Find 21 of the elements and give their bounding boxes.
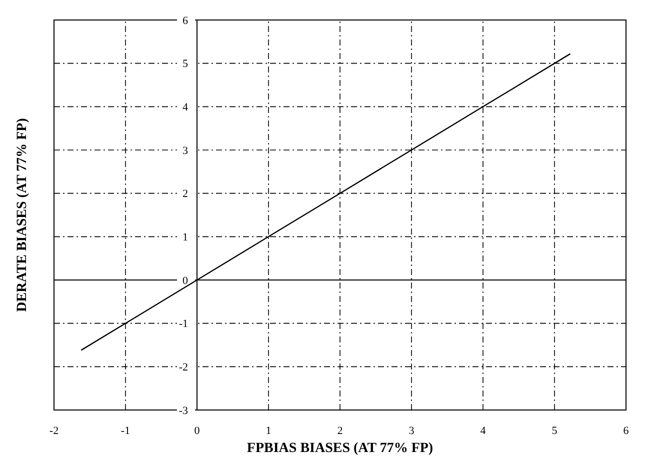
y-tick-label: 4	[182, 102, 188, 114]
y-tick-label: 6	[182, 14, 188, 27]
y-tick-label: 3	[182, 144, 188, 157]
x-tick-label: 0	[194, 425, 200, 437]
x-tick-label: 2	[337, 425, 343, 437]
x-tick-label: 4	[480, 425, 486, 437]
y-tick-label: 2	[182, 188, 188, 200]
x-axis-title: FPBIAS BIASES (AT 77% FP)	[246, 441, 434, 456]
y-tick-label: -3	[178, 404, 188, 417]
x-tick-label: 3	[408, 425, 415, 437]
x-tick-label: -2	[49, 425, 59, 437]
y-tick-label: -1	[178, 318, 188, 330]
y-axis-title: DERATE BIASES (AT 77% FP)	[15, 118, 30, 312]
y-tick-label: 5	[182, 58, 188, 70]
x-tick-label: 5	[552, 425, 558, 437]
x-tick-label: 1	[266, 425, 272, 437]
y-tick-label: -2	[178, 362, 188, 374]
y-tick-label: 1	[182, 232, 188, 244]
x-tick-label: -1	[120, 425, 130, 437]
y-tick-label: 0	[182, 274, 188, 287]
x-tick-label: 6	[623, 425, 630, 437]
